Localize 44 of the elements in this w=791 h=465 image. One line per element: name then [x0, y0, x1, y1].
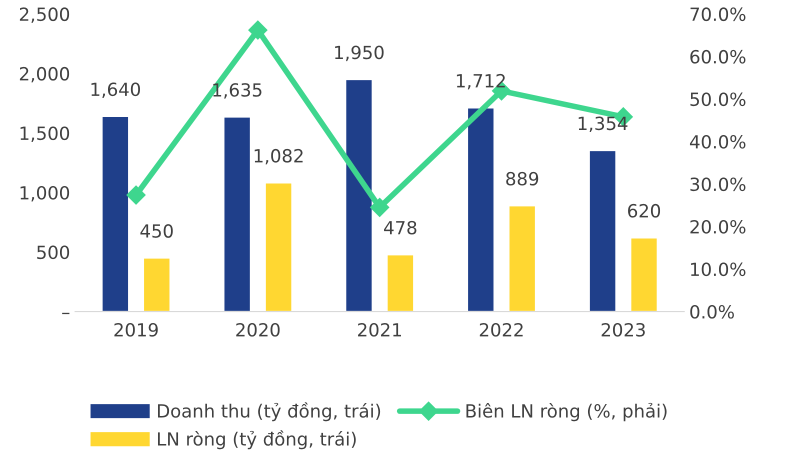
y-tick-label: 500: [37, 245, 70, 260]
y2-tick-label: 0.0%: [690, 305, 734, 319]
bar: [630, 237, 658, 312]
point: [248, 20, 268, 40]
data-label: 1,354: [578, 116, 628, 132]
bar: [508, 205, 536, 312]
legend-label: Biên LN ròng (%, phải): [466, 402, 667, 422]
y-tick-label: –: [62, 312, 70, 314]
x-tick-label: 2019: [114, 322, 158, 337]
legend-label: Doanh thu (tỷ đồng, trái): [158, 402, 380, 422]
bar: [344, 78, 374, 312]
data-label: 1,712: [456, 74, 505, 90]
data-label: 1,082: [254, 148, 303, 164]
bar: [223, 116, 252, 312]
y2-tick-label: 60.0%: [690, 50, 746, 64]
y2-tick-label: 50.0%: [690, 92, 746, 106]
y2-tick-label: 30.0%: [690, 177, 746, 192]
y2-tick-label: 40.0%: [690, 134, 746, 149]
data-label: 1,640: [91, 82, 140, 98]
data-label: 889: [506, 172, 538, 186]
y-tick-label: 2,500: [20, 7, 70, 23]
bar: [386, 254, 414, 312]
x-tick-label: 2023: [602, 322, 645, 337]
data-label: 1,950: [335, 46, 384, 62]
y2-tick-label: 70.0%: [690, 7, 746, 22]
x-tick-label: 2020: [236, 322, 280, 337]
y2-tick-label: 10.0%: [691, 262, 746, 276]
y-tick-label: 1,500: [20, 126, 70, 142]
data-label: 478: [384, 220, 416, 234]
y2-tick-label: 20.0%: [690, 220, 746, 234]
bar: [142, 257, 171, 312]
data-label: 620: [628, 204, 660, 218]
y-tick-label: 2,000: [20, 66, 70, 82]
x-tick-label: 2021: [358, 322, 401, 337]
legend-label: LN ròng (tỷ đồng, trái): [158, 430, 356, 450]
point: [126, 186, 146, 205]
bar: [264, 182, 293, 312]
x-tick-label: 2022: [480, 322, 523, 337]
bar: [588, 150, 617, 312]
point: [370, 198, 390, 217]
y-tick-label: 1,000: [20, 186, 70, 202]
bar: [101, 116, 130, 312]
bar: [466, 107, 495, 312]
data-label: 450: [140, 224, 173, 238]
